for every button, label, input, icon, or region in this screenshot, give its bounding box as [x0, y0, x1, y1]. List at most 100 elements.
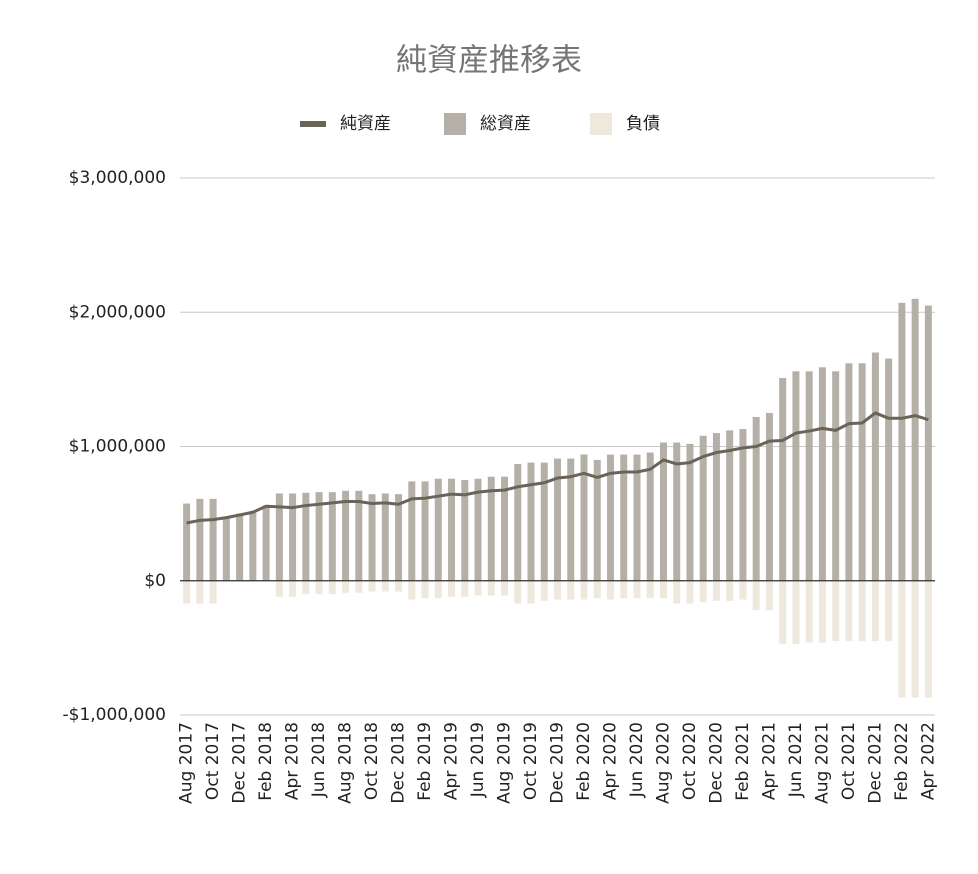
bar	[289, 493, 297, 581]
legend-swatch	[444, 113, 466, 135]
bar	[752, 580, 760, 611]
x-tick-label: Aug 2019	[495, 722, 515, 804]
bar	[712, 433, 720, 581]
bar	[699, 435, 707, 581]
bar	[673, 580, 681, 604]
legend-swatch	[300, 121, 326, 127]
y-tick-label: $2,000,000	[69, 302, 166, 322]
bar	[474, 478, 482, 581]
x-tick-label: Feb 2018	[256, 722, 276, 801]
bar	[249, 510, 257, 581]
x-tick-label: Aug 2020	[653, 722, 673, 804]
bar	[726, 580, 734, 601]
bar	[898, 580, 906, 698]
bar	[871, 580, 879, 642]
bar	[408, 481, 416, 581]
bar	[898, 302, 906, 581]
x-tick-label: Oct 2019	[521, 722, 541, 800]
bar	[633, 454, 641, 581]
bar	[739, 580, 747, 600]
bar	[448, 580, 456, 597]
x-tick-label: Jun 2019	[468, 722, 488, 798]
bar	[580, 454, 588, 581]
bar	[792, 371, 800, 581]
bar	[739, 429, 747, 581]
bar	[911, 298, 919, 581]
bar	[421, 481, 429, 581]
bar	[911, 580, 919, 698]
bar	[328, 580, 336, 595]
y-tick-label: $3,000,000	[69, 168, 166, 188]
bar	[262, 505, 270, 581]
bar	[434, 478, 442, 581]
bar	[858, 580, 866, 642]
bar	[712, 580, 720, 601]
x-tick-label: Oct 2021	[839, 722, 859, 800]
bar	[342, 490, 350, 581]
bar	[275, 493, 283, 581]
bar	[554, 580, 561, 600]
y-tick-label: $1,000,000	[69, 437, 166, 457]
bar	[355, 580, 363, 593]
bar	[315, 580, 323, 595]
x-tick-label: Aug 2018	[336, 722, 356, 804]
bar	[487, 476, 495, 581]
bar	[593, 459, 601, 581]
bar	[845, 580, 853, 642]
bar	[448, 478, 456, 581]
chart-title: 純資産推移表	[396, 43, 582, 79]
bar	[540, 462, 548, 581]
bar	[421, 580, 429, 599]
bar	[487, 580, 495, 596]
bar	[885, 580, 893, 642]
bar	[408, 580, 416, 600]
x-tick-label: Jun 2021	[786, 722, 806, 798]
bar	[381, 493, 389, 581]
bar	[527, 462, 535, 581]
bar	[832, 371, 840, 581]
bar	[606, 454, 614, 581]
bar	[395, 494, 403, 581]
x-tick-label: Aug 2021	[812, 722, 832, 804]
bar	[527, 580, 535, 604]
bar	[765, 580, 773, 611]
bar	[196, 498, 204, 581]
bar	[567, 458, 575, 581]
x-tick-label: Apr 2019	[442, 722, 462, 800]
x-tick-label: Oct 2018	[362, 722, 382, 800]
bar	[779, 580, 787, 644]
bar	[646, 580, 654, 599]
bar	[355, 490, 363, 581]
bar	[593, 580, 601, 599]
bar	[818, 580, 826, 643]
bar	[183, 503, 191, 581]
bar	[620, 580, 628, 599]
bar	[818, 367, 826, 581]
bar	[686, 580, 694, 604]
x-tick-label: Jun 2020	[627, 722, 647, 798]
bar	[461, 480, 469, 581]
x-tick-label: Feb 2022	[892, 722, 912, 801]
x-tick-label: Jun 2018	[309, 722, 329, 798]
bar	[646, 452, 654, 581]
bar	[514, 463, 522, 581]
line	[186, 411, 929, 525]
bar	[805, 371, 813, 581]
bar	[805, 580, 813, 643]
bar	[209, 580, 217, 604]
bar	[275, 580, 283, 597]
bar	[885, 358, 893, 581]
bar	[196, 580, 204, 604]
x-tick-label: Aug 2017	[177, 722, 197, 804]
x-tick-label: Apr 2022	[918, 722, 938, 800]
bar	[302, 492, 310, 581]
bar	[633, 580, 641, 599]
bar	[606, 580, 614, 600]
bar	[832, 580, 840, 642]
bar	[845, 363, 853, 581]
bar	[554, 458, 561, 581]
bar	[567, 580, 575, 600]
bar	[342, 580, 350, 593]
x-tick-label: Apr 2020	[600, 722, 620, 800]
bar	[540, 580, 548, 601]
